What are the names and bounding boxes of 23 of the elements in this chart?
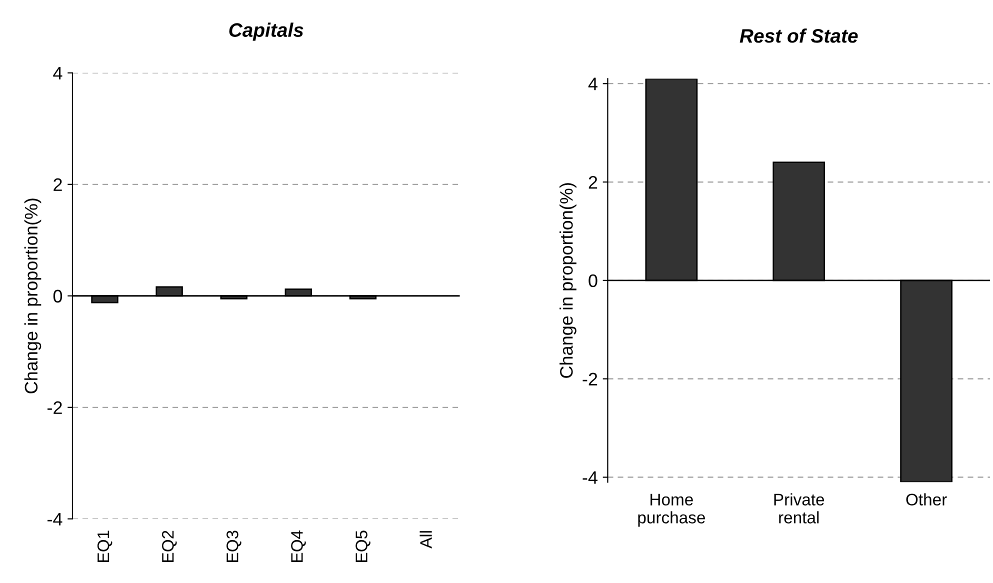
y-tick-label: 0 xyxy=(53,290,62,303)
y-tick-label: -4 xyxy=(48,512,62,526)
y-tick-label: -4 xyxy=(582,471,598,484)
y-tick-label: -2 xyxy=(582,372,598,386)
x-tick-label: Home purchase xyxy=(638,494,705,527)
chart-title: Capitals xyxy=(229,22,304,41)
y-axis-title: Change in proportion(%) xyxy=(560,183,576,378)
x-tick-label: Other xyxy=(906,493,947,506)
x-tick-label: EQ4 xyxy=(291,530,306,562)
y-tick-label: 4 xyxy=(53,66,62,80)
y-tick-label: 2 xyxy=(54,178,62,191)
y-tick-label: 4 xyxy=(588,78,598,90)
x-tick-label: Private rental xyxy=(774,493,824,524)
chart-title: Rest of State xyxy=(740,28,858,43)
y-tick-label: -2 xyxy=(48,401,62,414)
y-tick-label: 2 xyxy=(588,176,598,189)
y-axis-title: Change in proportion(%) xyxy=(24,198,42,394)
x-tick-label: EQ2 xyxy=(162,530,177,562)
x-tick-label: All xyxy=(420,531,432,548)
x-tick-label: EQ3 xyxy=(226,530,242,562)
x-tick-label: EQ1 xyxy=(97,530,112,562)
y-tick-label: 0 xyxy=(588,274,598,288)
x-tick-label: EQ5 xyxy=(356,530,370,562)
